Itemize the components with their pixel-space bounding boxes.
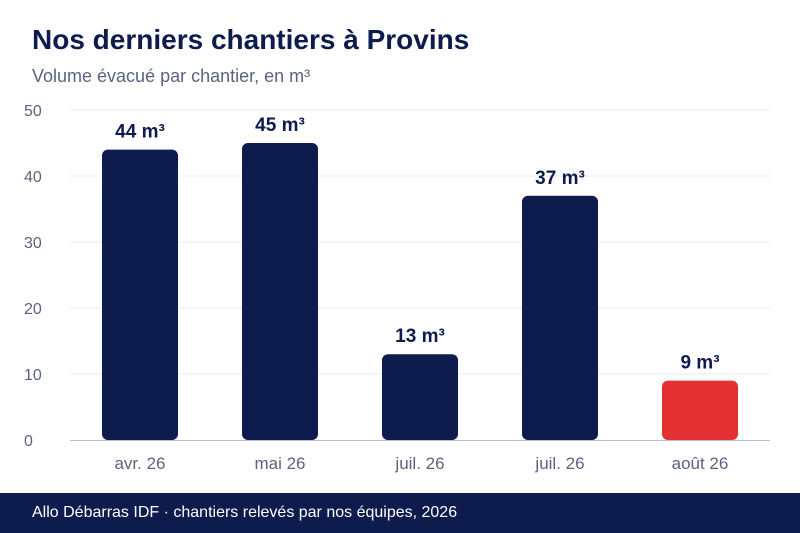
data-label: 45 m³ <box>255 115 305 136</box>
chart-subtitle: Volume évacué par chantier, en m³ <box>32 66 311 86</box>
bar <box>242 143 318 440</box>
data-labels: 44 m³ 45 m³ 13 m³ 37 m³ 9 m³ <box>115 115 719 374</box>
x-axis-ticks: avr. 26 mai 26 juil. 26 juil. 26 août 26 <box>114 454 728 473</box>
x-tick-label: avr. 26 <box>114 454 165 473</box>
x-tick-label: juil. 26 <box>394 454 444 473</box>
y-tick-label: 40 <box>24 169 42 186</box>
bars <box>102 143 738 440</box>
data-label: 37 m³ <box>535 168 585 189</box>
y-axis-ticks: 0 10 20 30 40 50 <box>24 103 42 450</box>
source-note: Allo Débarras IDF · chantiers relevés pa… <box>32 504 458 521</box>
chart-title: Nos derniers chantiers à Provins <box>32 24 470 55</box>
footer-bar: Allo Débarras IDF · chantiers relevés pa… <box>0 493 800 533</box>
data-label: 44 m³ <box>115 122 165 143</box>
y-tick-label: 10 <box>24 367 42 384</box>
data-label: 9 m³ <box>680 353 719 374</box>
bar-chart: 0 10 20 30 40 50 44 m³ 45 m³ 13 m³ 37 m³ 9 m³ avr… <box>24 103 770 473</box>
bar <box>382 354 458 440</box>
y-tick-label: 0 <box>24 433 33 450</box>
bar <box>662 380 738 440</box>
x-tick-label: août 26 <box>672 454 729 473</box>
x-tick-label: juil. 26 <box>534 454 584 473</box>
x-tick-label: mai 26 <box>254 454 305 473</box>
data-label: 13 m³ <box>395 326 445 347</box>
y-tick-label: 30 <box>24 235 42 252</box>
bar <box>102 149 178 440</box>
bar <box>522 195 598 440</box>
y-tick-label: 20 <box>24 301 42 318</box>
y-tick-label: 50 <box>24 103 42 120</box>
